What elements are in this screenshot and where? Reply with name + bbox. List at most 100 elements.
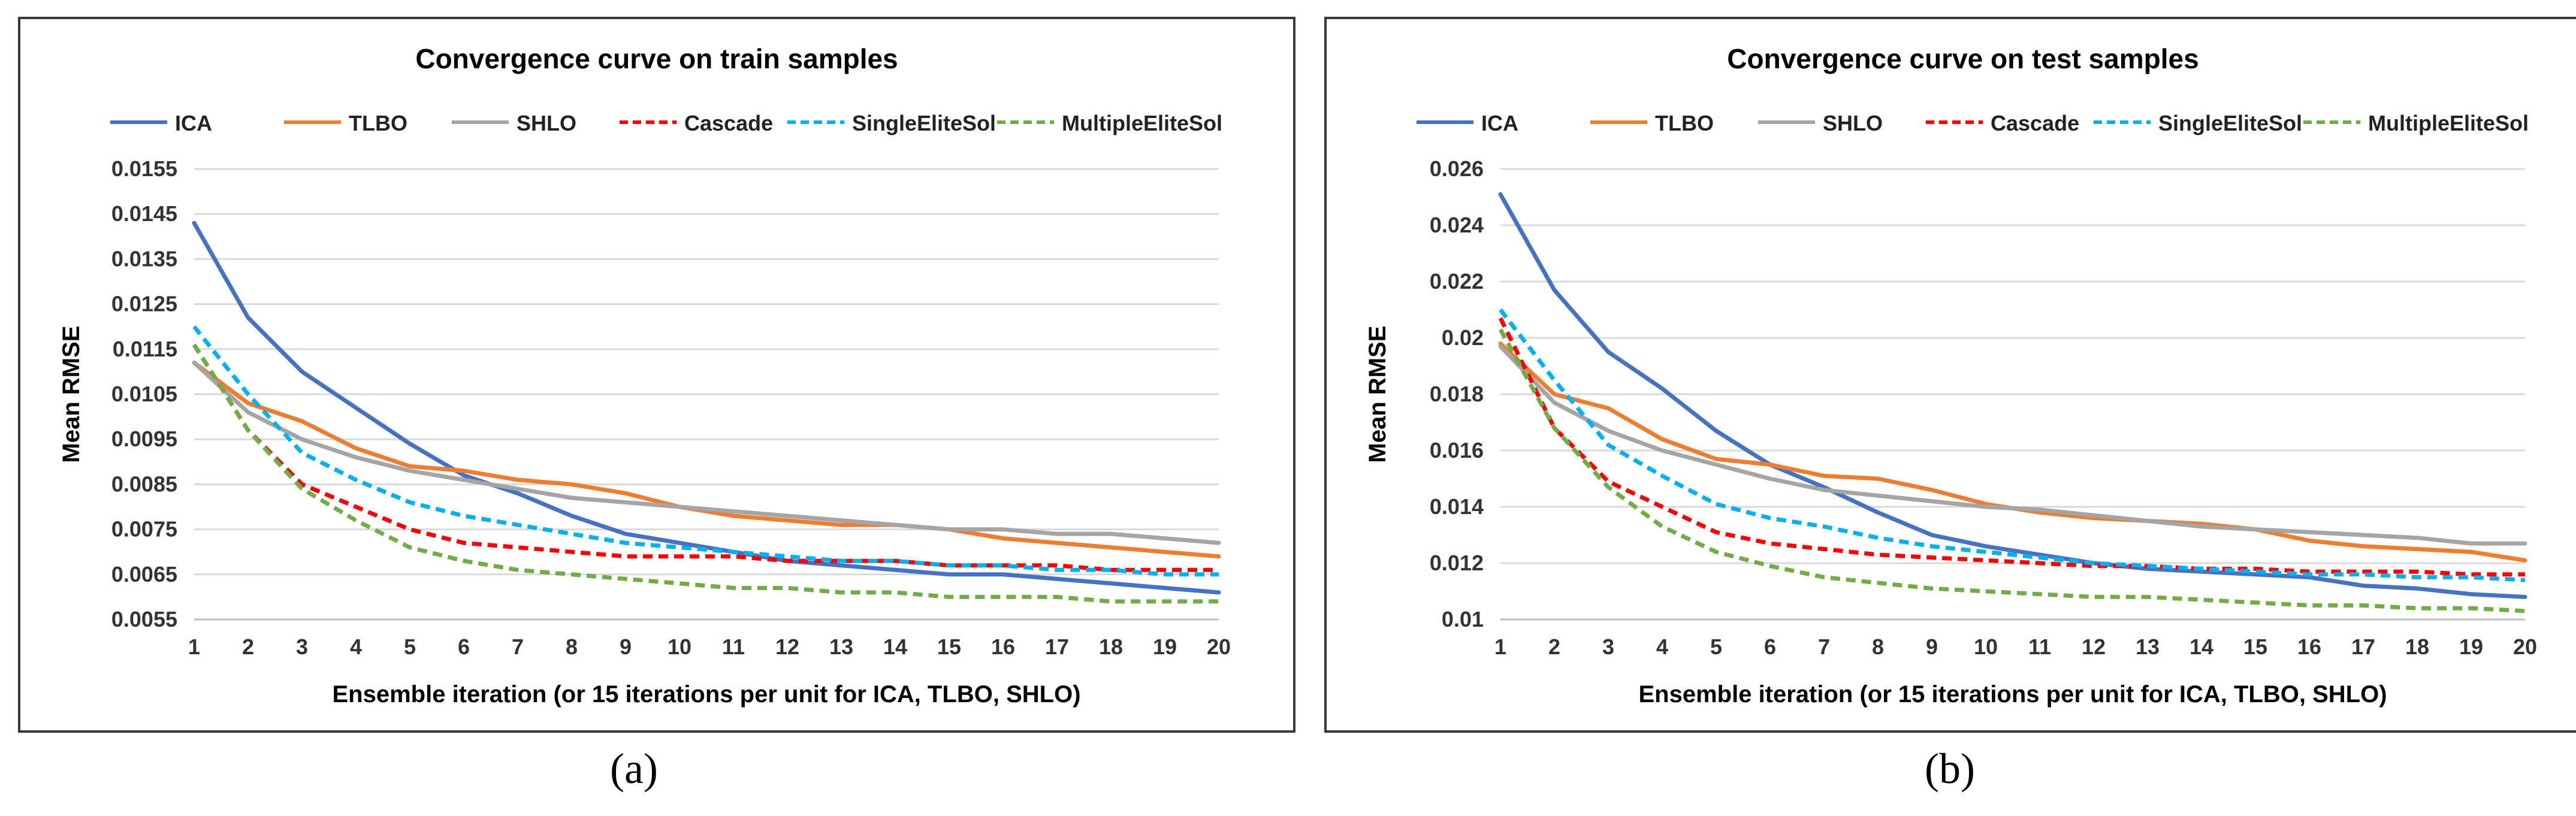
x-tick-label: 13 [829, 634, 853, 659]
series-line-cascade [1498, 317, 2525, 577]
legend-label: SHLO [517, 111, 576, 135]
chart-svg-b: Convergence curve on test samples ICA TLBO… [1364, 43, 2537, 708]
y-tick-label: 0.018 [1430, 382, 1484, 406]
chart-panel-a: Convergence curve on train samples ICA TLB… [18, 17, 1295, 733]
legend-label: SingleEliteSol [2158, 111, 2302, 135]
y-tick-label: 0.0055 [111, 607, 177, 631]
x-tick-label: 10 [1974, 634, 1998, 659]
legend-label: ICA [175, 111, 212, 135]
series-line-shlo [1498, 344, 2527, 546]
legend-item-shlo: SHLO [452, 111, 576, 135]
series-line-ica [192, 220, 1221, 595]
chart-svg-a: Convergence curve on train samples ICA TLB… [58, 43, 1231, 708]
x-tick-label: 18 [2405, 634, 2429, 659]
x-tick-label: 6 [1764, 634, 1776, 659]
x-tick-label: 20 [1207, 634, 1231, 659]
legend-item-cascade: Cascade [620, 111, 773, 135]
legend-item-singleelitesol: SingleEliteSol [2094, 111, 2302, 135]
x-tick-label: 5 [1710, 634, 1722, 659]
series-line-tlbo [1498, 341, 2527, 563]
legend-label: TLBO [1655, 111, 1714, 135]
x-tick-label: 6 [458, 634, 470, 659]
legend-label: SHLO [1823, 111, 1883, 135]
x-tick-label: 8 [566, 634, 578, 659]
legend-item-tlbo: TLBO [284, 111, 407, 135]
legend-label: Cascade [1991, 111, 2079, 135]
x-axis-title: Ensemble iteration (or 15 iterations per… [332, 681, 1080, 708]
x-tick-label: 10 [668, 634, 691, 659]
legend-label: Cascade [684, 111, 773, 135]
legend-item-tlbo: TLBO [1590, 111, 1714, 135]
x-tick-label: 1 [188, 634, 200, 659]
x-tick-label: 15 [2243, 634, 2267, 659]
x-tick-label: 14 [2190, 634, 2213, 659]
y-axis-title: Mean RMSE [1364, 326, 1391, 463]
legend-label: MultipleEliteSol [2368, 111, 2529, 135]
y-tick-label: 0.016 [1430, 438, 1484, 463]
y-tick-label: 0.01 [1442, 607, 1484, 631]
x-tick-label: 16 [991, 634, 1015, 659]
y-tick-label: 0.0155 [111, 156, 177, 181]
series-line-multipleelitesol [192, 343, 1219, 604]
panel-label-a: (a) [610, 745, 658, 793]
x-tick-label: 11 [722, 634, 745, 659]
legend-item-multipleelitesol: MultipleEliteSol [2303, 111, 2529, 135]
chart-title: Convergence curve on test samples [1727, 43, 2198, 74]
legend-item-multipleelitesol: MultipleEliteSol [997, 111, 1222, 135]
x-tick-label: 7 [512, 634, 524, 659]
x-tick-label: 14 [883, 634, 907, 659]
y-tick-label: 0.014 [1430, 494, 1484, 519]
x-tick-label: 9 [1926, 634, 1938, 659]
series-line-ica [1498, 192, 2527, 599]
series-line-tlbo [192, 360, 1221, 559]
x-tick-label: 2 [1548, 634, 1560, 659]
y-tick-label: 0.0085 [111, 472, 177, 496]
series-line-cascade [192, 343, 1219, 572]
series-line-singleelitesol [192, 325, 1219, 577]
legend-item-ica: ICA [1417, 111, 1518, 135]
legend-item-shlo: SHLO [1758, 111, 1883, 135]
x-tick-label: 11 [2028, 634, 2051, 659]
y-tick-label: 0.024 [1430, 213, 1484, 237]
y-tick-label: 0.0065 [111, 562, 177, 587]
y-tick-label: 0.0095 [111, 427, 177, 451]
x-tick-label: 12 [2082, 634, 2106, 659]
y-tick-label: 0.0145 [111, 201, 177, 226]
y-tick-label: 0.0075 [111, 517, 177, 542]
x-tick-label: 1 [1494, 634, 1506, 659]
y-tick-label: 0.022 [1430, 269, 1484, 294]
x-tick-label: 4 [1656, 634, 1668, 659]
x-tick-label: 20 [2513, 634, 2537, 659]
chart-panel-b: Convergence curve on test samples ICA TLBO… [1324, 17, 2576, 733]
legend-item-ica: ICA [110, 111, 212, 135]
x-tick-label: 17 [1045, 634, 1069, 659]
x-tick-label: 15 [937, 634, 961, 659]
x-tick-label: 9 [620, 634, 632, 659]
x-tick-label: 8 [1872, 634, 1884, 659]
legend-label: SingleEliteSol [852, 111, 996, 135]
y-tick-label: 0.0135 [111, 246, 177, 271]
x-tick-label: 17 [2351, 634, 2375, 659]
y-tick-label: 0.0125 [111, 292, 177, 316]
series-line-shlo [192, 360, 1221, 545]
x-tick-label: 16 [2297, 634, 2321, 659]
x-axis-title: Ensemble iteration (or 15 iterations per… [1638, 681, 2387, 708]
legend-item-singleelitesol: SingleEliteSol [787, 111, 996, 135]
series-line-singleelitesol [1499, 308, 2526, 582]
x-tick-label: 5 [404, 634, 416, 659]
x-tick-label: 4 [350, 634, 362, 659]
x-tick-label: 7 [1818, 634, 1830, 659]
y-axis-title: Mean RMSE [58, 326, 84, 463]
x-tick-label: 18 [1099, 634, 1123, 659]
legend-label: ICA [1481, 111, 1518, 135]
x-tick-label: 2 [242, 634, 254, 659]
x-tick-label: 3 [296, 634, 308, 659]
x-tick-label: 3 [1602, 634, 1614, 659]
x-tick-label: 19 [1153, 634, 1177, 659]
series-line-multipleelitesol [1498, 328, 2526, 613]
legend-label: MultipleEliteSol [1062, 111, 1222, 135]
y-tick-label: 0.02 [1442, 325, 1484, 350]
y-tick-label: 0.026 [1430, 156, 1484, 181]
x-tick-label: 13 [2136, 634, 2160, 659]
x-tick-label: 19 [2459, 634, 2483, 659]
